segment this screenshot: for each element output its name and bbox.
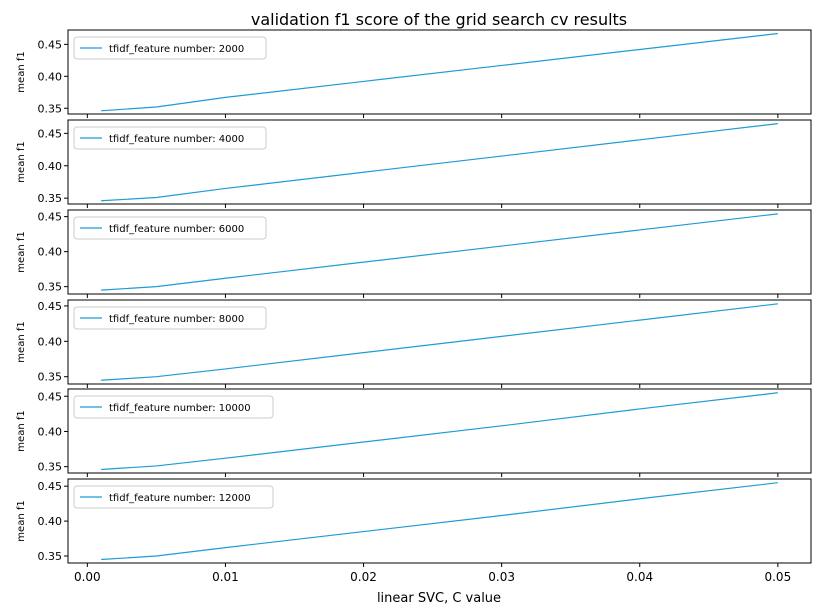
y-tick-label: 0.40	[38, 425, 63, 438]
legend: tfidf_feature number: 12000	[73, 485, 274, 509]
y-tick-label: 0.45	[38, 127, 63, 140]
legend-box	[73, 216, 267, 240]
plot-frame	[67, 119, 812, 205]
chart-title: validation f1 score of the grid search c…	[251, 10, 627, 29]
y-tick-label: 0.40	[38, 335, 63, 348]
series-line	[101, 482, 778, 561]
x-tick-label: 0.05	[764, 570, 791, 584]
plot-frame	[67, 29, 812, 115]
x-axis-label: linear SVC, C value	[377, 591, 501, 606]
y-tick-label: 0.45	[38, 38, 63, 51]
y-tick-label: 0.40	[38, 515, 63, 528]
y-tick-label: 0.35	[38, 281, 63, 294]
y-axis-label: mean f1	[16, 51, 27, 92]
y-tick-label: 0.35	[38, 102, 63, 115]
legend-label: tfidf_feature number: 4000	[109, 134, 244, 145]
plot-frame	[67, 388, 812, 474]
y-tick-label: 0.35	[38, 192, 63, 205]
y-tick-label: 0.40	[38, 160, 63, 173]
series-line	[101, 32, 778, 112]
subplot-6: mean f1 0.35 0.40 0.45 tfidf_feature number:…	[16, 478, 812, 567]
x-tick-label: 0.01	[212, 570, 239, 584]
series-line	[101, 213, 778, 291]
series-line	[101, 392, 778, 471]
y-tick-label: 0.40	[38, 70, 63, 83]
legend-box	[73, 306, 267, 330]
y-tick-label: 0.45	[38, 480, 63, 493]
legend: tfidf_feature number: 6000	[73, 216, 267, 240]
y-tick-label: 0.40	[38, 246, 63, 259]
series-line	[101, 123, 778, 202]
x-axis: 0.00 0.01 0.02 0.03 0.04 0.05	[74, 570, 791, 584]
y-tick-label: 0.35	[38, 371, 63, 384]
legend-label: tfidf_feature number: 8000	[109, 314, 244, 325]
x-tick-label: 0.00	[74, 570, 101, 584]
legend-box	[73, 126, 267, 150]
subplot-5: mean f1 0.35 0.40 0.45 tfidf_feature number:…	[16, 388, 812, 477]
x-tick-label: 0.02	[350, 570, 377, 584]
y-axis-label: mean f1	[16, 141, 27, 182]
y-tick-label: 0.45	[38, 300, 63, 313]
y-tick-label: 0.35	[38, 461, 63, 474]
x-tick-label: 0.03	[488, 570, 515, 584]
legend-box	[73, 36, 267, 60]
legend: tfidf_feature number: 10000	[73, 395, 274, 419]
legend-box	[73, 395, 274, 419]
plot-frame	[67, 209, 812, 295]
y-axis-label: mean f1	[16, 231, 27, 272]
y-axis-label: mean f1	[16, 321, 27, 362]
legend-label: tfidf_feature number: 12000	[109, 493, 251, 504]
y-axis-label: mean f1	[16, 410, 27, 451]
plot-frame	[67, 299, 812, 385]
legend: tfidf_feature number: 2000	[73, 36, 267, 60]
legend-label: tfidf_feature number: 10000	[109, 403, 251, 414]
y-axis-label: mean f1	[16, 500, 27, 541]
y-tick-label: 0.45	[38, 211, 63, 224]
y-tick-label: 0.45	[38, 390, 63, 403]
plot-frame	[67, 478, 812, 564]
y-tick-label: 0.35	[38, 550, 63, 563]
subplot-grid: mean f1 0.35 0.40 0.45 tfidf_feature number:…	[16, 29, 812, 567]
legend-box	[73, 485, 274, 509]
legend: tfidf_feature number: 8000	[73, 306, 267, 330]
legend: tfidf_feature number: 4000	[73, 126, 267, 150]
x-tick-label: 0.04	[626, 570, 653, 584]
subplot-4: mean f1 0.35 0.40 0.45 tfidf_feature number:…	[16, 299, 812, 388]
subplot-2: mean f1 0.35 0.40 0.45 tfidf_feature number:…	[16, 119, 812, 208]
series-line	[101, 303, 778, 381]
legend-label: tfidf_feature number: 6000	[109, 224, 244, 235]
subplot-3: mean f1 0.35 0.40 0.45 tfidf_feature number:…	[16, 209, 812, 298]
subplot-1: mean f1 0.35 0.40 0.45 tfidf_feature number:…	[16, 29, 812, 118]
legend-label: tfidf_feature number: 2000	[109, 44, 244, 55]
